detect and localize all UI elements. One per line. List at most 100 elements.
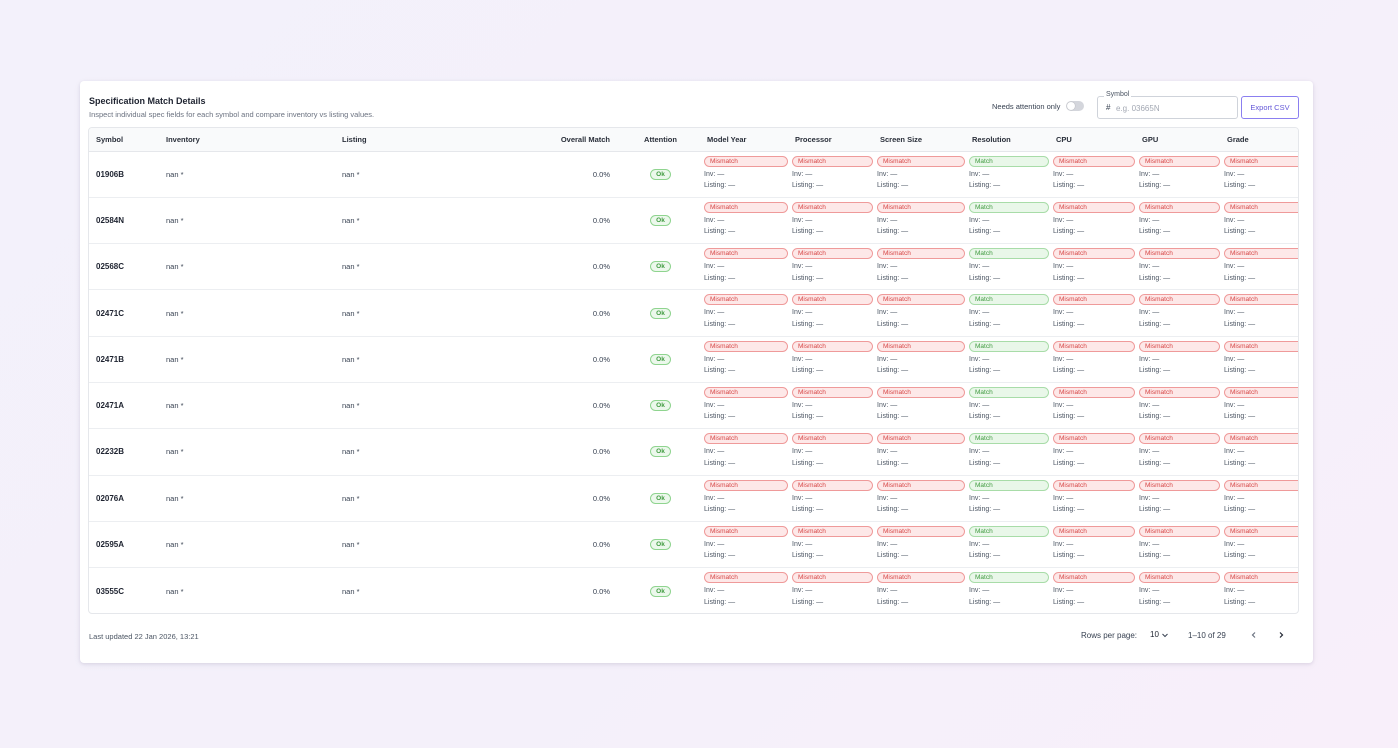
inventory-value: Inv: —: [1139, 216, 1160, 224]
mismatch-badge: Mismatch: [1224, 433, 1298, 445]
table-row[interactable]: 02232B nan * nan * 0.0% Ok Mismatch Inv: — List…: [89, 429, 1298, 476]
listing-cell: nan *: [342, 540, 360, 550]
mismatch-badge: Mismatch: [1053, 155, 1135, 167]
inventory-value: Inv: —: [1224, 540, 1245, 548]
col-header-screen-size[interactable]: Screen Size: [873, 128, 965, 152]
col-header-processor[interactable]: Processor: [788, 128, 873, 152]
listing-value: Listing: —: [1224, 228, 1256, 236]
mismatch-badge: Mismatch: [792, 248, 873, 260]
last-updated-text: Last updated 22 Jan 2026, 13:21: [89, 632, 199, 641]
inventory-value: Inv: —: [792, 494, 813, 502]
mismatch-badge: Mismatch: [877, 248, 965, 260]
table-row[interactable]: 02471A nan * nan * 0.0% Ok Mismatch Inv: — List…: [89, 382, 1298, 429]
symbol-cell[interactable]: 02471B: [96, 354, 125, 364]
listing-value: Listing: —: [704, 598, 736, 606]
table-row[interactable]: 01906B nan * nan * 0.0% Ok Mismatch Inv: — List…: [89, 151, 1298, 198]
listing-cell: nan *: [342, 262, 360, 272]
spec-cell-screen-size: Mismatch Inv: — Listing: —: [873, 382, 965, 428]
match-badge: Match: [969, 294, 1049, 306]
match-badge: Match: [969, 572, 1049, 584]
listing-value: Listing: —: [792, 598, 824, 606]
listing-value: Listing: —: [877, 182, 909, 189]
next-page-button[interactable]: [1274, 628, 1288, 642]
table-row[interactable]: 03555C nan * nan * 0.0% Ok Mismatch Inv: — List…: [89, 568, 1298, 613]
previous-page-button[interactable]: [1247, 628, 1261, 642]
listing-value: Listing: —: [1139, 367, 1171, 375]
inventory-value: Inv: —: [1139, 263, 1160, 271]
spec-cell-gpu: Mismatch Inv: — Listing: —: [1135, 475, 1220, 521]
symbol-cell[interactable]: 02076A: [96, 493, 125, 503]
match-badge: Match: [969, 201, 1049, 213]
listing-value: Listing: —: [1053, 228, 1085, 236]
spec-cell-cpu: Mismatch Inv: — Listing: —: [1049, 197, 1135, 243]
inventory-value: Inv: —: [969, 309, 990, 317]
symbol-search-input[interactable]: [1116, 100, 1234, 116]
symbol-cell[interactable]: 02584N: [96, 215, 125, 225]
col-header-cpu[interactable]: CPU: [1049, 128, 1135, 152]
table-row[interactable]: 02471C nan * nan * 0.0% Ok Mismatch Inv: — List…: [89, 290, 1298, 337]
col-header-symbol[interactable]: Symbol: [89, 128, 159, 152]
inventory-value: Inv: —: [969, 587, 990, 595]
rows-per-page-select[interactable]: 10: [1150, 630, 1169, 639]
listing-value: Listing: —: [969, 228, 1001, 236]
attention-cell: Ok: [621, 197, 700, 243]
inventory-cell: nan *: [166, 540, 184, 550]
col-header-model-year[interactable]: Model Year: [700, 128, 788, 152]
attention-ok-badge: Ok: [650, 168, 671, 180]
symbol-cell[interactable]: 02471C: [96, 308, 125, 318]
table-row[interactable]: 02568C nan * nan * 0.0% Ok Mismatch Inv: — List…: [89, 244, 1298, 290]
spec-cell-grade: Mismatch Inv: — Listing: —: [1220, 568, 1298, 613]
mismatch-badge: Mismatch: [792, 201, 873, 213]
inventory-cell: nan *: [166, 262, 184, 272]
symbol-cell[interactable]: 03555C: [96, 586, 125, 596]
inventory-value: Inv: —: [877, 355, 898, 363]
symbol-cell[interactable]: 02471A: [96, 401, 125, 411]
col-header-grade[interactable]: Grade: [1220, 128, 1298, 152]
table-row[interactable]: 02595A nan * nan * 0.0% Ok Mismatch Inv: — List…: [89, 521, 1298, 568]
listing-value: Listing: —: [1139, 506, 1171, 514]
symbol-cell[interactable]: 01906B: [96, 169, 125, 179]
attention-cell: Ok: [621, 568, 700, 613]
mismatch-badge: Mismatch: [792, 340, 873, 352]
listing-value: Listing: —: [1053, 552, 1085, 560]
mismatch-badge: Mismatch: [1139, 248, 1220, 260]
overall-match-cell: 0.0%: [592, 308, 610, 318]
inventory-cell: nan *: [166, 354, 184, 364]
symbol-cell[interactable]: 02595A: [96, 540, 125, 550]
toggle-knob: [1067, 102, 1076, 110]
spec-cell-processor: Mismatch Inv: — Listing: —: [788, 151, 873, 197]
inventory-value: Inv: —: [704, 494, 725, 502]
col-header-listing[interactable]: Listing: [335, 128, 511, 152]
attention-ok-badge: Ok: [650, 539, 671, 551]
col-header-inventory[interactable]: Inventory: [159, 128, 335, 152]
spec-cell-grade: Mismatch Inv: — Listing: —: [1220, 151, 1298, 197]
spec-cell-screen-size: Mismatch Inv: — Listing: —: [873, 290, 965, 336]
inventory-value: Inv: —: [1139, 170, 1160, 178]
listing-value: Listing: —: [1224, 320, 1256, 328]
spec-cell-processor: Mismatch Inv: — Listing: —: [788, 475, 873, 521]
needs-attention-toggle[interactable]: [1066, 101, 1085, 111]
inventory-value: Inv: —: [969, 355, 990, 363]
spec-cell-grade: Mismatch Inv: — Listing: —: [1220, 244, 1298, 290]
inventory-cell: nan *: [166, 493, 184, 503]
export-csv-button[interactable]: Export CSV: [1241, 96, 1299, 119]
table-row[interactable]: 02584N nan * nan * 0.0% Ok Mismatch Inv: — List…: [89, 197, 1298, 244]
symbol-cell[interactable]: 02232B: [96, 447, 125, 457]
col-header-resolution[interactable]: Resolution: [965, 128, 1049, 152]
inventory-value: Inv: —: [704, 170, 725, 178]
spec-table-container[interactable]: Symbol Inventory Listing Overall Match A…: [88, 127, 1299, 614]
inventory-value: Inv: —: [877, 216, 898, 224]
col-header-gpu[interactable]: GPU: [1135, 128, 1220, 152]
mismatch-badge: Mismatch: [877, 572, 965, 584]
overall-match-cell: 0.0%: [592, 586, 610, 596]
inventory-value: Inv: —: [969, 216, 990, 224]
symbol-cell[interactable]: 02568C: [96, 262, 125, 272]
listing-value: Listing: —: [1224, 598, 1256, 606]
spec-cell-screen-size: Mismatch Inv: — Listing: —: [873, 151, 965, 197]
col-header-overall-match[interactable]: Overall Match: [511, 128, 621, 152]
table-row[interactable]: 02471B nan * nan * 0.0% Ok Mismatch Inv: — List…: [89, 336, 1298, 383]
col-header-attention[interactable]: Attention: [621, 128, 700, 152]
table-row[interactable]: 02076A nan * nan * 0.0% Ok Mismatch Inv: — List…: [89, 475, 1298, 522]
listing-value: Listing: —: [969, 367, 1001, 375]
inventory-value: Inv: —: [1224, 448, 1245, 456]
